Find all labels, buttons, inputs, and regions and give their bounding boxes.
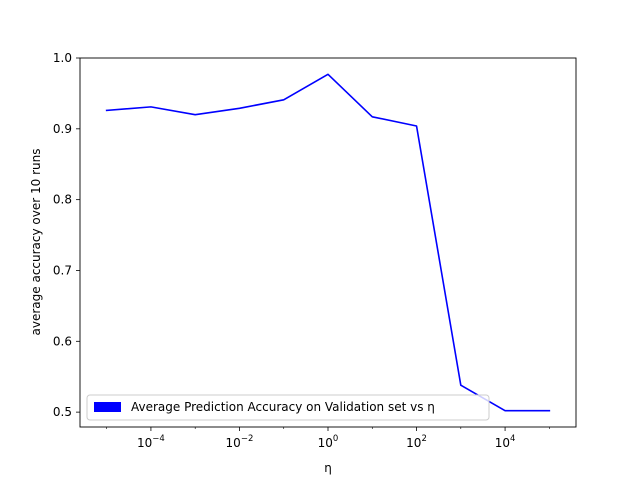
- x-axis-label: η: [324, 461, 332, 475]
- y-tick-label: 0.6: [53, 334, 72, 348]
- legend: Average Prediction Accuracy on Validatio…: [86, 394, 490, 421]
- y-axis-label: average accuracy over 10 runs: [29, 149, 43, 336]
- y-axis-ticks: 0.5 0.6 0.7 0.8 0.9 1.0: [53, 51, 80, 419]
- x-tick-label: 100: [318, 434, 339, 450]
- x-tick-label: 10−4: [137, 434, 165, 450]
- x-tick-label: 104: [495, 434, 516, 450]
- legend-box: [86, 394, 490, 421]
- x-tick-label: 102: [406, 434, 427, 450]
- plot-area: [105, 73, 551, 412]
- x-axis-ticks: 10−4 10−2 100 102 104: [106, 427, 550, 450]
- series-line: [105, 73, 551, 412]
- y-tick-label: 0.5: [53, 405, 72, 419]
- y-tick-label: 0.7: [53, 263, 72, 277]
- x-tick-label: 10−2: [226, 434, 254, 450]
- y-tick-label: 0.8: [53, 193, 72, 207]
- y-tick-label: 1.0: [53, 51, 72, 65]
- legend-swatch: [94, 402, 121, 412]
- legend-label: Average Prediction Accuracy on Validatio…: [131, 400, 435, 414]
- y-tick-label: 0.9: [53, 122, 72, 136]
